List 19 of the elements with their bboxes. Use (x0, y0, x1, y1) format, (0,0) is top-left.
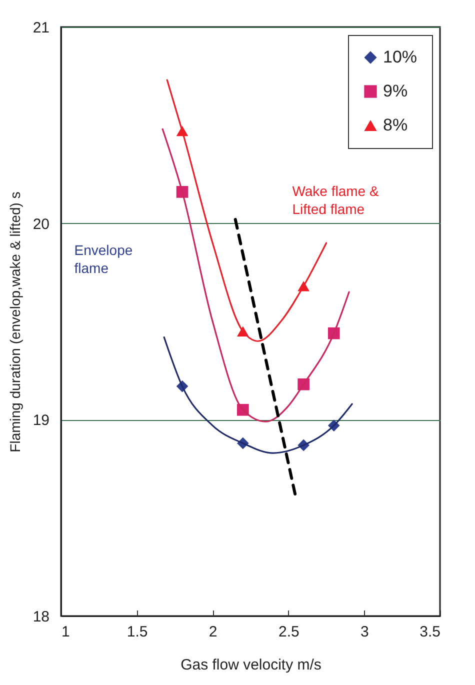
y-tick-label: 20 (32, 216, 50, 233)
x-tick-label: 3.5 (420, 624, 440, 640)
y-tick-label: 18 (32, 608, 50, 626)
annotation: Envelope flame (74, 242, 133, 276)
annotation: Wake flame & Lifted flame (292, 182, 380, 217)
x-tick-label: 2 (208, 624, 218, 640)
legend-label: 10% (383, 48, 418, 66)
y-tick-label: 19 (32, 412, 50, 430)
line-series (163, 336, 353, 454)
x-tick-label: 3 (360, 624, 369, 640)
line-series (166, 79, 328, 342)
x-axis-title: Gas flow velocity m/s (180, 656, 322, 674)
legend-label: 8% (383, 116, 408, 134)
legend-label: 9% (383, 82, 408, 100)
x-tick-label: 1.5 (126, 624, 148, 640)
y-tick-label: 21 (32, 20, 50, 36)
x-tick-label: 2.5 (278, 624, 300, 640)
x-tick-label: 1 (62, 624, 70, 640)
y-axis-title: Flaming duration (envelop,wake & lifted) s (6, 192, 23, 452)
